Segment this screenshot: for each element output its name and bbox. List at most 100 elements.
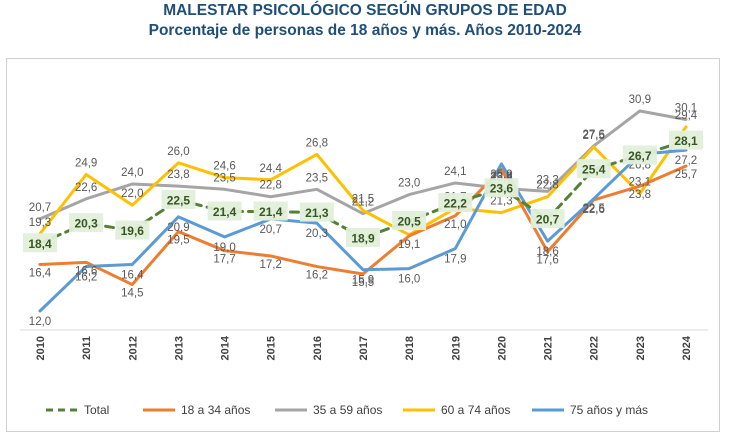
x-tick-label: 2011	[81, 336, 93, 360]
x-tick-label: 2020	[496, 336, 508, 360]
total-label-box	[69, 213, 104, 233]
total-data-label: 20,3	[74, 217, 98, 231]
total-data-label: 20,7	[536, 212, 560, 226]
data-label: 24,6	[213, 161, 235, 173]
data-label: 23,1	[629, 177, 651, 189]
data-label: 20,7	[29, 202, 51, 214]
x-tick-label: 2019	[450, 336, 462, 360]
data-label: 12,0	[29, 316, 51, 328]
total-label-box	[669, 130, 703, 150]
x-tick-label: 2015	[266, 336, 278, 360]
chart-title: MALESTAR PSICOLÓGICO SEGÚN GRUPOS DE EDA…	[163, 2, 567, 19]
data-label: 16,4	[121, 269, 144, 281]
data-label: 23,3	[536, 174, 558, 186]
x-tick-label: 2021	[543, 336, 555, 360]
data-label: 26,0	[167, 146, 189, 158]
series-line-4	[38, 148, 688, 313]
data-label: 21,5	[352, 193, 374, 205]
data-label: 21,2	[352, 197, 374, 209]
total-label-box	[438, 193, 473, 213]
data-label: 19,0	[213, 242, 235, 254]
data-label: 23,8	[629, 189, 651, 201]
legend-label: 35 a 59 años	[313, 403, 382, 417]
series-line-1	[38, 164, 688, 287]
x-tick-label: 2017	[358, 336, 370, 360]
data-label: 17,7	[213, 254, 235, 266]
data-label: 23,5	[213, 172, 235, 184]
data-label: 21,3	[490, 196, 512, 208]
data-label: 30,9	[629, 94, 651, 106]
data-label: 30,1	[675, 102, 697, 114]
series-line-3	[38, 125, 688, 237]
legend-label: 18 a 34 años	[181, 403, 250, 417]
chart-subtitle: Porcentaje de personas de 18 años y más.…	[148, 22, 582, 39]
data-label: 19,1	[398, 239, 420, 251]
total-data-label: 28,1	[674, 134, 698, 148]
x-tick-label: 2023	[635, 336, 647, 360]
data-label: 27,5	[583, 130, 605, 142]
data-label: 26,8	[306, 137, 328, 149]
x-tick-label: 2022	[589, 336, 601, 360]
x-tick-label: 2016	[312, 336, 324, 360]
x-tick-label: 2024	[681, 335, 693, 360]
total-label-box	[622, 145, 657, 165]
data-label: 23,0	[398, 178, 420, 190]
data-label: 20,7	[260, 224, 282, 236]
data-label: 25,9	[490, 169, 512, 181]
x-tick-label: 2012	[127, 336, 139, 360]
legend-label: 60 a 74 años	[441, 403, 510, 417]
total-label-box	[253, 201, 288, 221]
data-label: 19,5	[167, 235, 189, 247]
data-label: 16,0	[398, 274, 420, 286]
data-label: 27,6	[583, 129, 605, 141]
total-data-label: 22,5	[167, 193, 191, 207]
data-label: 22,6	[75, 182, 97, 194]
data-label: 14,5	[121, 288, 143, 300]
total-label-box	[484, 178, 519, 198]
data-label: 24,0	[121, 167, 143, 179]
total-data-label: 22,2	[444, 197, 468, 211]
legend-label: 75 años y más	[570, 403, 648, 417]
total-label-box	[346, 227, 380, 247]
total-label-box	[23, 233, 57, 253]
data-label: 15,9	[352, 275, 374, 287]
total-data-label: 21,4	[213, 205, 237, 219]
data-label: 17,2	[260, 259, 282, 271]
data-label: 15,5	[352, 277, 374, 289]
data-label: 24,9	[75, 157, 97, 169]
data-label: 16,2	[306, 270, 328, 282]
total-data-label: 20,5	[397, 215, 421, 229]
x-tick-label: 2013	[173, 336, 185, 360]
total-label-box	[115, 220, 150, 240]
data-label: 22,5	[583, 203, 605, 215]
total-label-box	[392, 211, 427, 231]
total-label-box	[161, 189, 196, 209]
x-tick-label: 2014	[220, 335, 232, 360]
data-label: 17,6	[536, 255, 558, 267]
total-label-box	[299, 202, 334, 222]
data-label: 23,5	[306, 172, 328, 184]
data-label: 24,1	[444, 166, 466, 178]
data-label: 23,8	[167, 169, 189, 181]
x-tick-label: 2010	[35, 336, 47, 360]
data-label: 17,9	[444, 254, 466, 266]
total-label-box	[530, 208, 565, 228]
total-data-label: 19,6	[121, 224, 145, 238]
data-label: 19,3	[29, 217, 51, 229]
data-label: 24,4	[260, 163, 283, 175]
total-label-box	[576, 159, 611, 179]
total-data-label: 26,7	[628, 149, 652, 163]
data-label: 22,0	[121, 188, 143, 200]
total-data-label: 21,3	[305, 206, 329, 220]
total-data-label: 23,6	[490, 182, 514, 196]
data-label: 22,8	[536, 180, 558, 192]
x-tick-label: 2018	[404, 336, 416, 360]
legend-label: Total	[84, 403, 109, 417]
data-label: 27,2	[675, 155, 697, 167]
total-data-label: 25,4	[582, 163, 606, 177]
total-data-label: 21,4	[259, 205, 283, 219]
data-label: 20,3	[306, 228, 328, 240]
data-label: 20,9	[167, 222, 189, 234]
total-data-label: 18,9	[351, 231, 375, 245]
